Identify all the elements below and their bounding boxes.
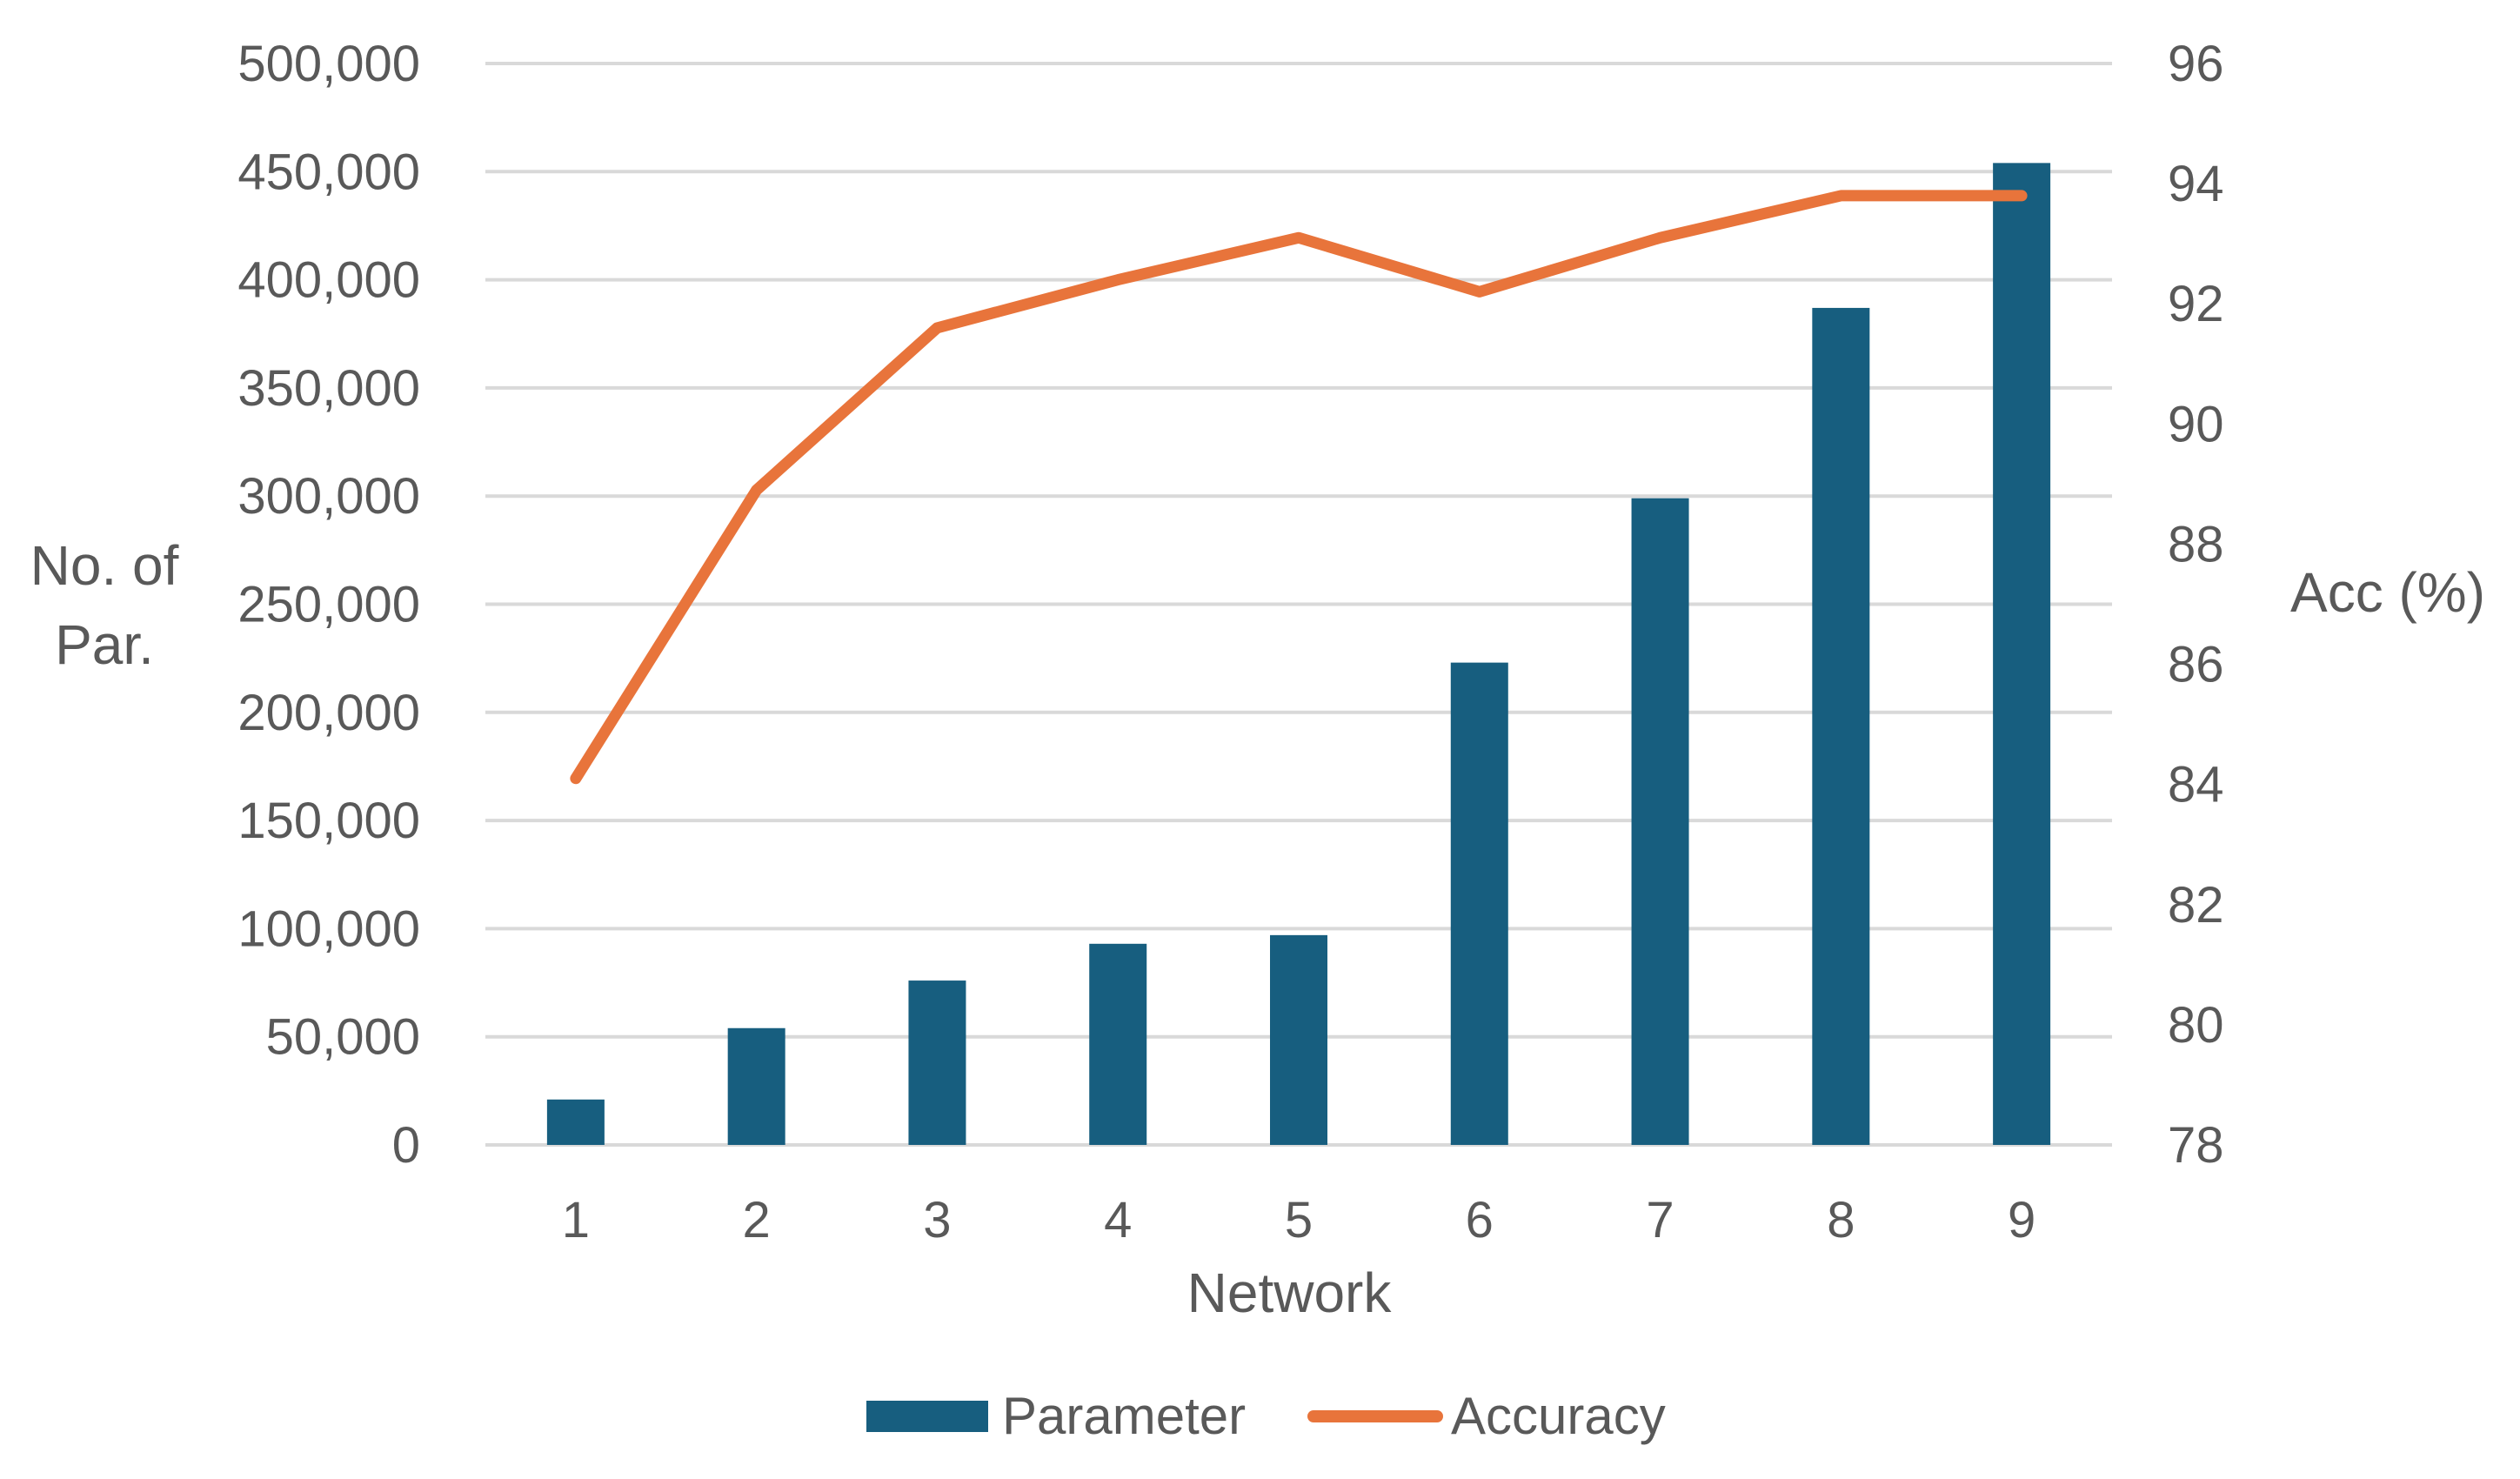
x-tick-label: 1 [562, 1192, 590, 1248]
left-tick-label: 200,000 [237, 685, 420, 741]
x-tick-label: 7 [1646, 1192, 1674, 1248]
right-tick-label: 86 [2168, 637, 2224, 693]
left-tick-label: 500,000 [237, 36, 420, 92]
x-tick-label: 4 [1104, 1192, 1132, 1248]
parameter-bar [1089, 943, 1147, 1145]
accuracy-line-layer [570, 190, 2028, 785]
x-tick-label: 2 [743, 1192, 771, 1248]
left-tick-label: 400,000 [237, 252, 420, 309]
right-tick-label: 96 [2168, 36, 2224, 92]
right-tick-label: 88 [2168, 516, 2224, 572]
parameter-bar [727, 1027, 785, 1145]
left-tick-label: 50,000 [266, 1009, 420, 1066]
parameter-bar [908, 980, 966, 1145]
right-tick-label: 82 [2168, 877, 2224, 934]
right-tick-label: 80 [2168, 997, 2224, 1054]
left-tick-label: 300,000 [237, 468, 420, 525]
parameter-bar [1270, 934, 1327, 1145]
right-axis-ticks: 78 80 82 84 86 88 90 92 94 96 [2168, 36, 2224, 1174]
parameter-bar [1631, 498, 1689, 1145]
x-axis-ticks: 1 2 3 4 5 6 7 8 9 [562, 1192, 2035, 1248]
x-tick-label: 8 [1827, 1192, 1855, 1248]
parameter-bar [1812, 307, 1870, 1146]
left-axis-title-line2: Par. [55, 613, 154, 676]
x-tick-label: 5 [1285, 1192, 1313, 1248]
right-tick-label: 84 [2168, 757, 2224, 813]
accuracy-line [570, 190, 2028, 785]
legend-accuracy-label: Accuracy [1451, 1387, 1666, 1445]
right-tick-label: 90 [2168, 396, 2224, 452]
left-tick-label: 350,000 [237, 360, 420, 417]
parameter-bar [546, 1099, 605, 1145]
legend-parameter-swatch [866, 1401, 988, 1432]
right-tick-label: 78 [2168, 1117, 2224, 1174]
legend: Parameter Accuracy [866, 1387, 1666, 1445]
left-tick-label: 0 [392, 1117, 420, 1174]
left-axis-ticks: 0 50,000 100,000 150,000 200,000 250,000 300,0… [237, 36, 420, 1174]
x-tick-label: 3 [923, 1192, 951, 1248]
parameter-bar [1993, 163, 2051, 1146]
x-axis-title: Network [1187, 1262, 1393, 1324]
legend-parameter-label: Parameter [1002, 1387, 1246, 1445]
left-tick-label: 100,000 [237, 900, 420, 957]
left-tick-label: 250,000 [237, 577, 420, 633]
parameter-bar [1450, 662, 1508, 1145]
x-tick-label: 6 [1466, 1192, 1494, 1248]
right-axis-title: Acc (%) [2290, 561, 2485, 624]
right-tick-label: 94 [2168, 156, 2224, 212]
parameter-bars [546, 163, 2051, 1146]
x-tick-label: 9 [2008, 1192, 2035, 1248]
left-tick-label: 150,000 [237, 793, 420, 849]
left-axis-title-line1: No. of [30, 534, 179, 597]
left-tick-label: 450,000 [237, 144, 420, 200]
right-tick-label: 92 [2168, 276, 2224, 332]
